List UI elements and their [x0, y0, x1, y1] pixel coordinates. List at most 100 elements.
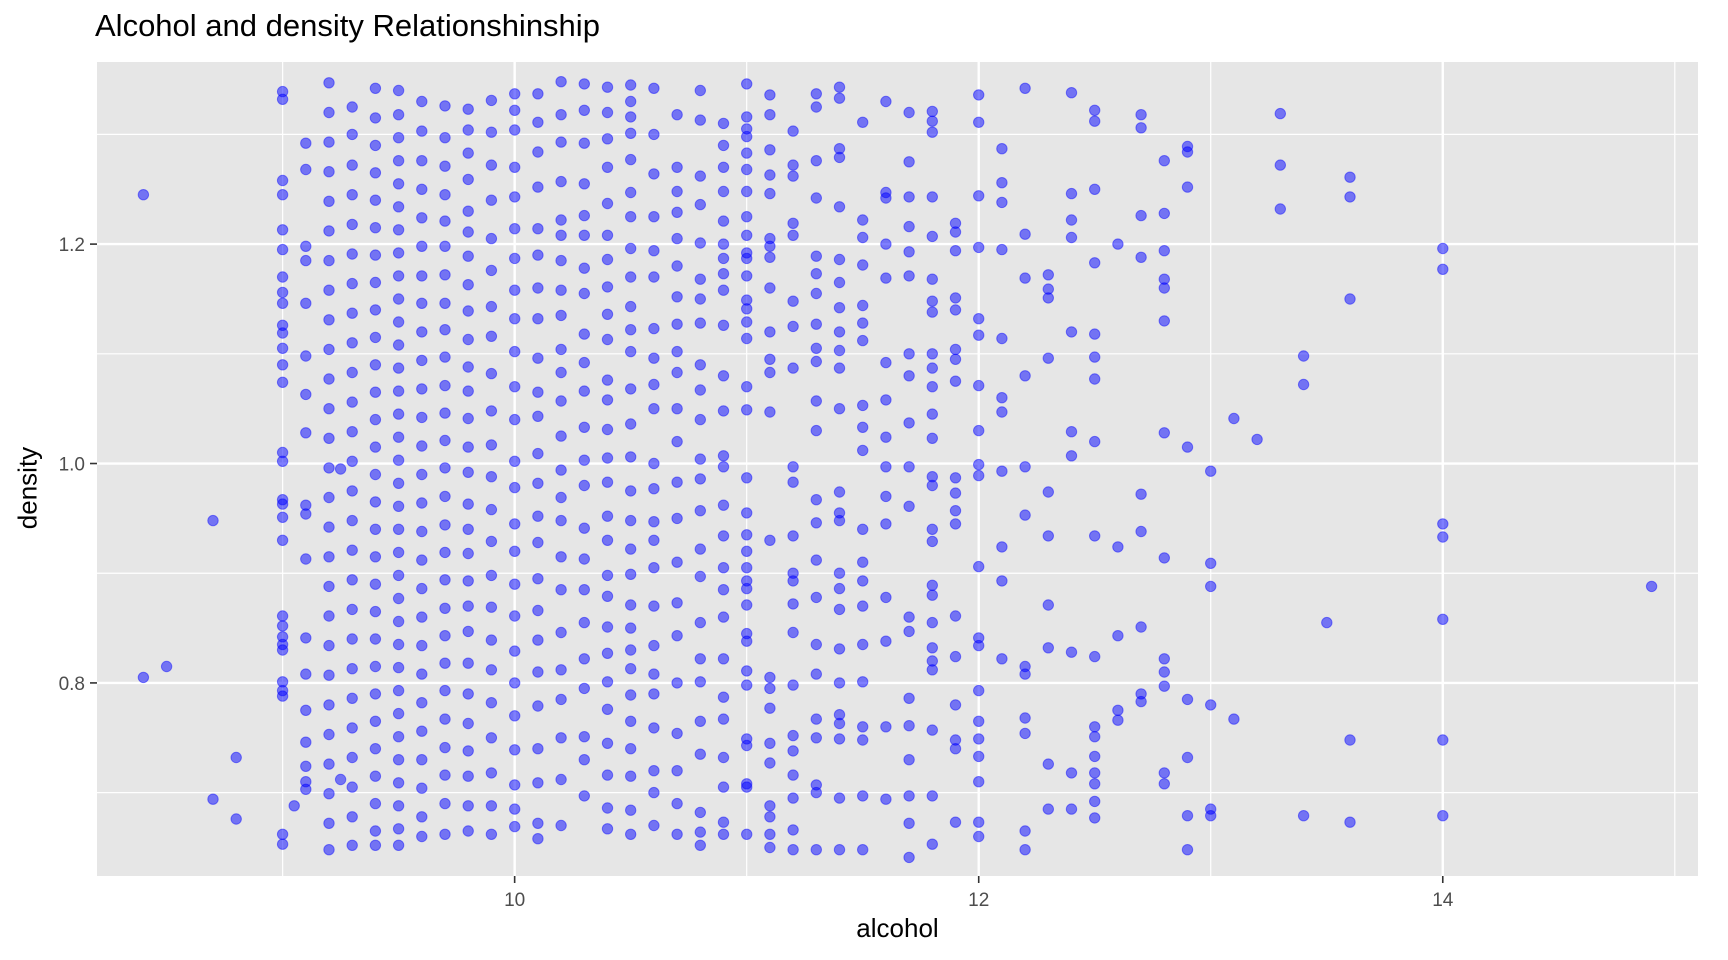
data-point	[578, 385, 590, 397]
data-point	[509, 710, 521, 722]
data-point	[764, 109, 776, 121]
data-point	[1344, 293, 1356, 305]
data-point	[485, 330, 498, 342]
data-point	[787, 229, 799, 242]
data-point	[741, 130, 753, 143]
data-point	[694, 84, 706, 97]
data-point	[810, 395, 822, 407]
data-point	[857, 259, 869, 271]
data-point	[833, 201, 846, 213]
data-point	[439, 379, 451, 392]
data-point	[694, 653, 706, 665]
data-point	[648, 271, 660, 283]
data-point	[1019, 82, 1031, 95]
data-point	[1019, 272, 1031, 284]
data-point	[1089, 104, 1101, 117]
data-point	[833, 792, 846, 804]
data-point	[369, 139, 382, 152]
data-point	[625, 95, 637, 108]
data-point	[857, 556, 869, 568]
data-point	[276, 838, 289, 850]
data-point	[1437, 518, 1449, 530]
data-point	[346, 663, 358, 675]
data-point	[578, 229, 590, 242]
data-point	[369, 578, 382, 590]
data-point	[601, 423, 614, 436]
data-point	[717, 268, 730, 280]
data-point	[346, 722, 358, 734]
data-point	[926, 432, 938, 444]
data-point	[810, 786, 822, 799]
data-point	[369, 386, 382, 398]
data-point	[532, 249, 544, 261]
data-point	[392, 638, 405, 651]
data-point	[276, 534, 289, 546]
data-point	[509, 779, 521, 791]
data-point	[323, 669, 335, 681]
data-point	[973, 750, 985, 763]
data-point	[1181, 146, 1194, 158]
data-point	[1042, 758, 1055, 770]
data-point	[323, 521, 335, 533]
data-point	[996, 465, 1008, 477]
data-point	[833, 567, 846, 579]
data-point	[880, 356, 892, 369]
data-point	[392, 84, 405, 97]
data-point	[741, 229, 753, 242]
data-point	[300, 254, 312, 267]
data-point	[648, 668, 660, 680]
data-point	[857, 317, 869, 329]
data-point	[207, 514, 219, 527]
data-point	[485, 732, 498, 744]
data-point	[1135, 525, 1147, 538]
data-point	[717, 713, 730, 725]
data-point	[1019, 844, 1031, 856]
data-point	[346, 307, 358, 319]
data-point	[717, 117, 730, 130]
data-point	[346, 811, 358, 823]
data-point	[926, 579, 938, 591]
data-point	[926, 295, 938, 307]
data-point	[369, 413, 382, 426]
data-point	[1181, 751, 1194, 764]
data-point	[462, 305, 474, 317]
data-point	[973, 639, 985, 652]
data-point	[462, 385, 474, 397]
data-point	[346, 189, 358, 201]
data-point	[601, 769, 614, 781]
data-point	[462, 412, 474, 425]
data-point	[1181, 810, 1194, 822]
data-point	[741, 472, 753, 484]
data-point	[926, 408, 938, 420]
data-point	[369, 688, 382, 700]
y-tick-label: 1.2	[59, 235, 85, 256]
data-point	[833, 362, 846, 374]
data-point	[532, 313, 544, 325]
data-point	[555, 664, 567, 676]
data-point	[717, 584, 730, 596]
data-point	[392, 754, 405, 766]
data-point	[439, 546, 451, 559]
data-point	[1158, 155, 1171, 167]
data-point	[973, 329, 985, 341]
data-point	[601, 81, 614, 93]
data-point	[555, 254, 567, 267]
data-point	[392, 132, 405, 144]
data-point	[694, 616, 706, 629]
data-point	[926, 115, 938, 127]
data-point	[1089, 778, 1101, 790]
data-point	[926, 616, 938, 629]
data-point	[392, 316, 405, 328]
data-point	[300, 553, 312, 565]
data-point	[369, 743, 382, 755]
data-point	[555, 284, 567, 296]
data-point	[578, 653, 590, 665]
data-point	[717, 161, 730, 174]
data-point	[462, 800, 474, 812]
data-point	[694, 198, 706, 211]
data-point	[833, 717, 846, 730]
data-point	[392, 385, 405, 397]
data-point	[392, 224, 405, 236]
data-point	[485, 697, 498, 709]
data-point	[462, 205, 474, 217]
